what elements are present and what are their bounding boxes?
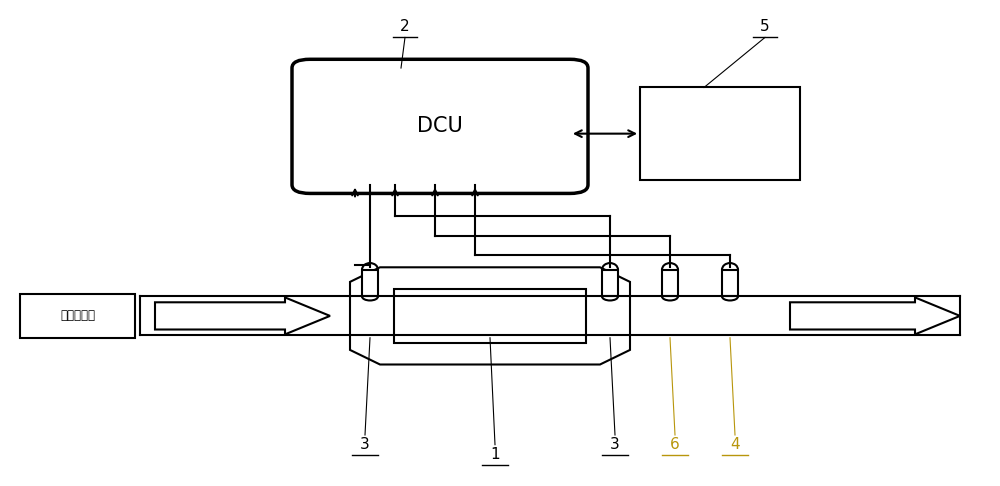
Text: 发动机尾气: 发动机尾气	[60, 310, 95, 322]
Bar	[602, 270, 618, 296]
Text: 4: 4	[730, 437, 740, 452]
Bar	[722, 270, 738, 296]
FancyBboxPatch shape	[292, 59, 588, 193]
Text: 6: 6	[670, 437, 680, 452]
Bar	[394, 289, 586, 343]
Text: 3: 3	[360, 437, 370, 452]
Text: 1: 1	[490, 447, 500, 462]
FancyArrow shape	[155, 297, 330, 334]
Text: 3: 3	[610, 437, 620, 452]
Bar	[362, 270, 378, 296]
Polygon shape	[350, 267, 630, 364]
FancyArrow shape	[790, 297, 960, 334]
Text: 2: 2	[400, 19, 410, 34]
Text: 5: 5	[760, 19, 770, 34]
Bar	[20, 294, 135, 338]
Bar	[640, 87, 800, 180]
Bar	[662, 270, 678, 296]
Text: DCU: DCU	[417, 116, 463, 137]
